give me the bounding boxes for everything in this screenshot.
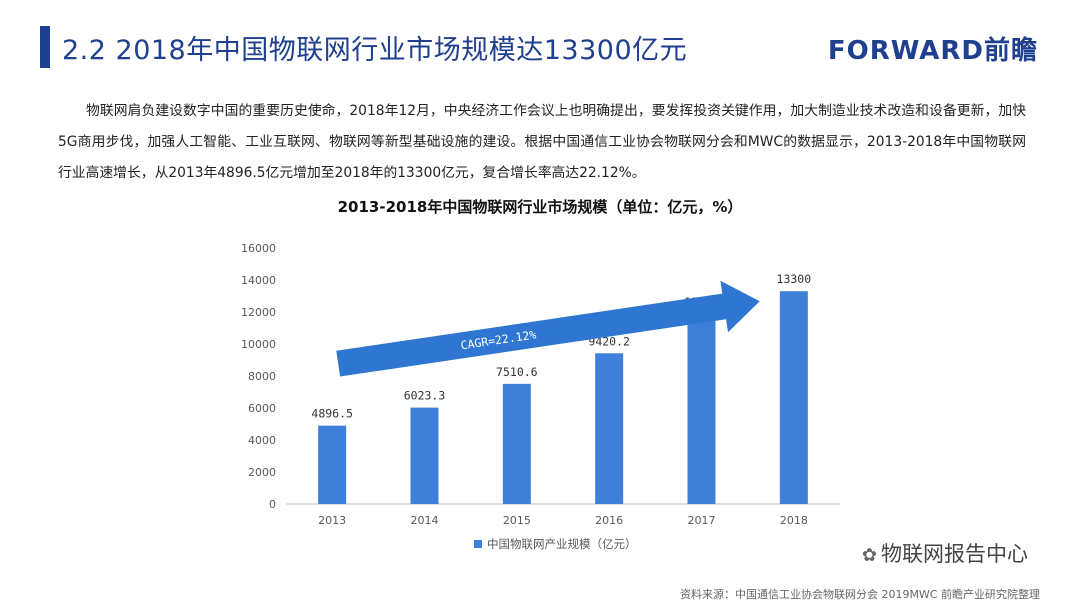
x-tick-label: 2018	[780, 514, 808, 527]
source-note: 资料来源：中国通信工业协会物联网分会 2019MWC 前瞻产业研究院整理	[679, 588, 1040, 601]
x-tick-label: 2014	[411, 514, 439, 527]
x-tick-label: 2017	[688, 514, 716, 527]
bar-value-label: 13300	[777, 272, 812, 286]
bar	[502, 383, 531, 504]
x-tick-label: 2013	[318, 514, 346, 527]
x-tick-label: 2015	[503, 514, 531, 527]
wechat-account: ✿ 物联网报告中心	[862, 538, 1028, 568]
body-paragraph: 物联网肩负建设数字中国的重要历史使命，2018年12月，中央经济工作会议上也明确…	[58, 103, 1026, 181]
y-tick-label: 16000	[241, 242, 276, 255]
wechat-label: 物联网报告中心	[881, 542, 1028, 566]
y-tick-label: 4000	[248, 434, 276, 447]
bar-value-label: 4896.5	[311, 407, 353, 421]
bar-value-label: 7510.6	[496, 365, 538, 379]
y-tick-label: 2000	[248, 466, 276, 479]
bar	[410, 407, 439, 504]
bar	[687, 314, 716, 504]
y-tick-label: 14000	[241, 274, 276, 287]
chart-title: 2013-2018年中国物联网行业市场规模（单位：亿元，%）	[337, 198, 743, 216]
title-accent-bar	[40, 26, 50, 68]
y-tick-label: 12000	[241, 306, 276, 319]
cagr-arrow	[336, 280, 760, 377]
brand-logo: FORWARD前瞻	[827, 36, 1038, 66]
wechat-icon: ✿	[861, 545, 877, 566]
legend-swatch	[474, 540, 482, 548]
y-tick-label: 10000	[241, 338, 276, 351]
x-tick-label: 2016	[595, 514, 623, 527]
page-title: 2.2 2018年中国物联网行业市场规模达13300亿元	[62, 35, 688, 66]
y-tick-label: 8000	[248, 370, 276, 383]
y-tick-label: 0	[269, 498, 276, 511]
bar-value-label: 6023.3	[404, 389, 446, 403]
legend-label: 中国物联网产业规模（亿元）	[487, 537, 637, 551]
y-tick-label: 6000	[248, 402, 276, 415]
bar	[318, 425, 347, 504]
bar	[595, 353, 624, 504]
bar	[779, 291, 808, 504]
